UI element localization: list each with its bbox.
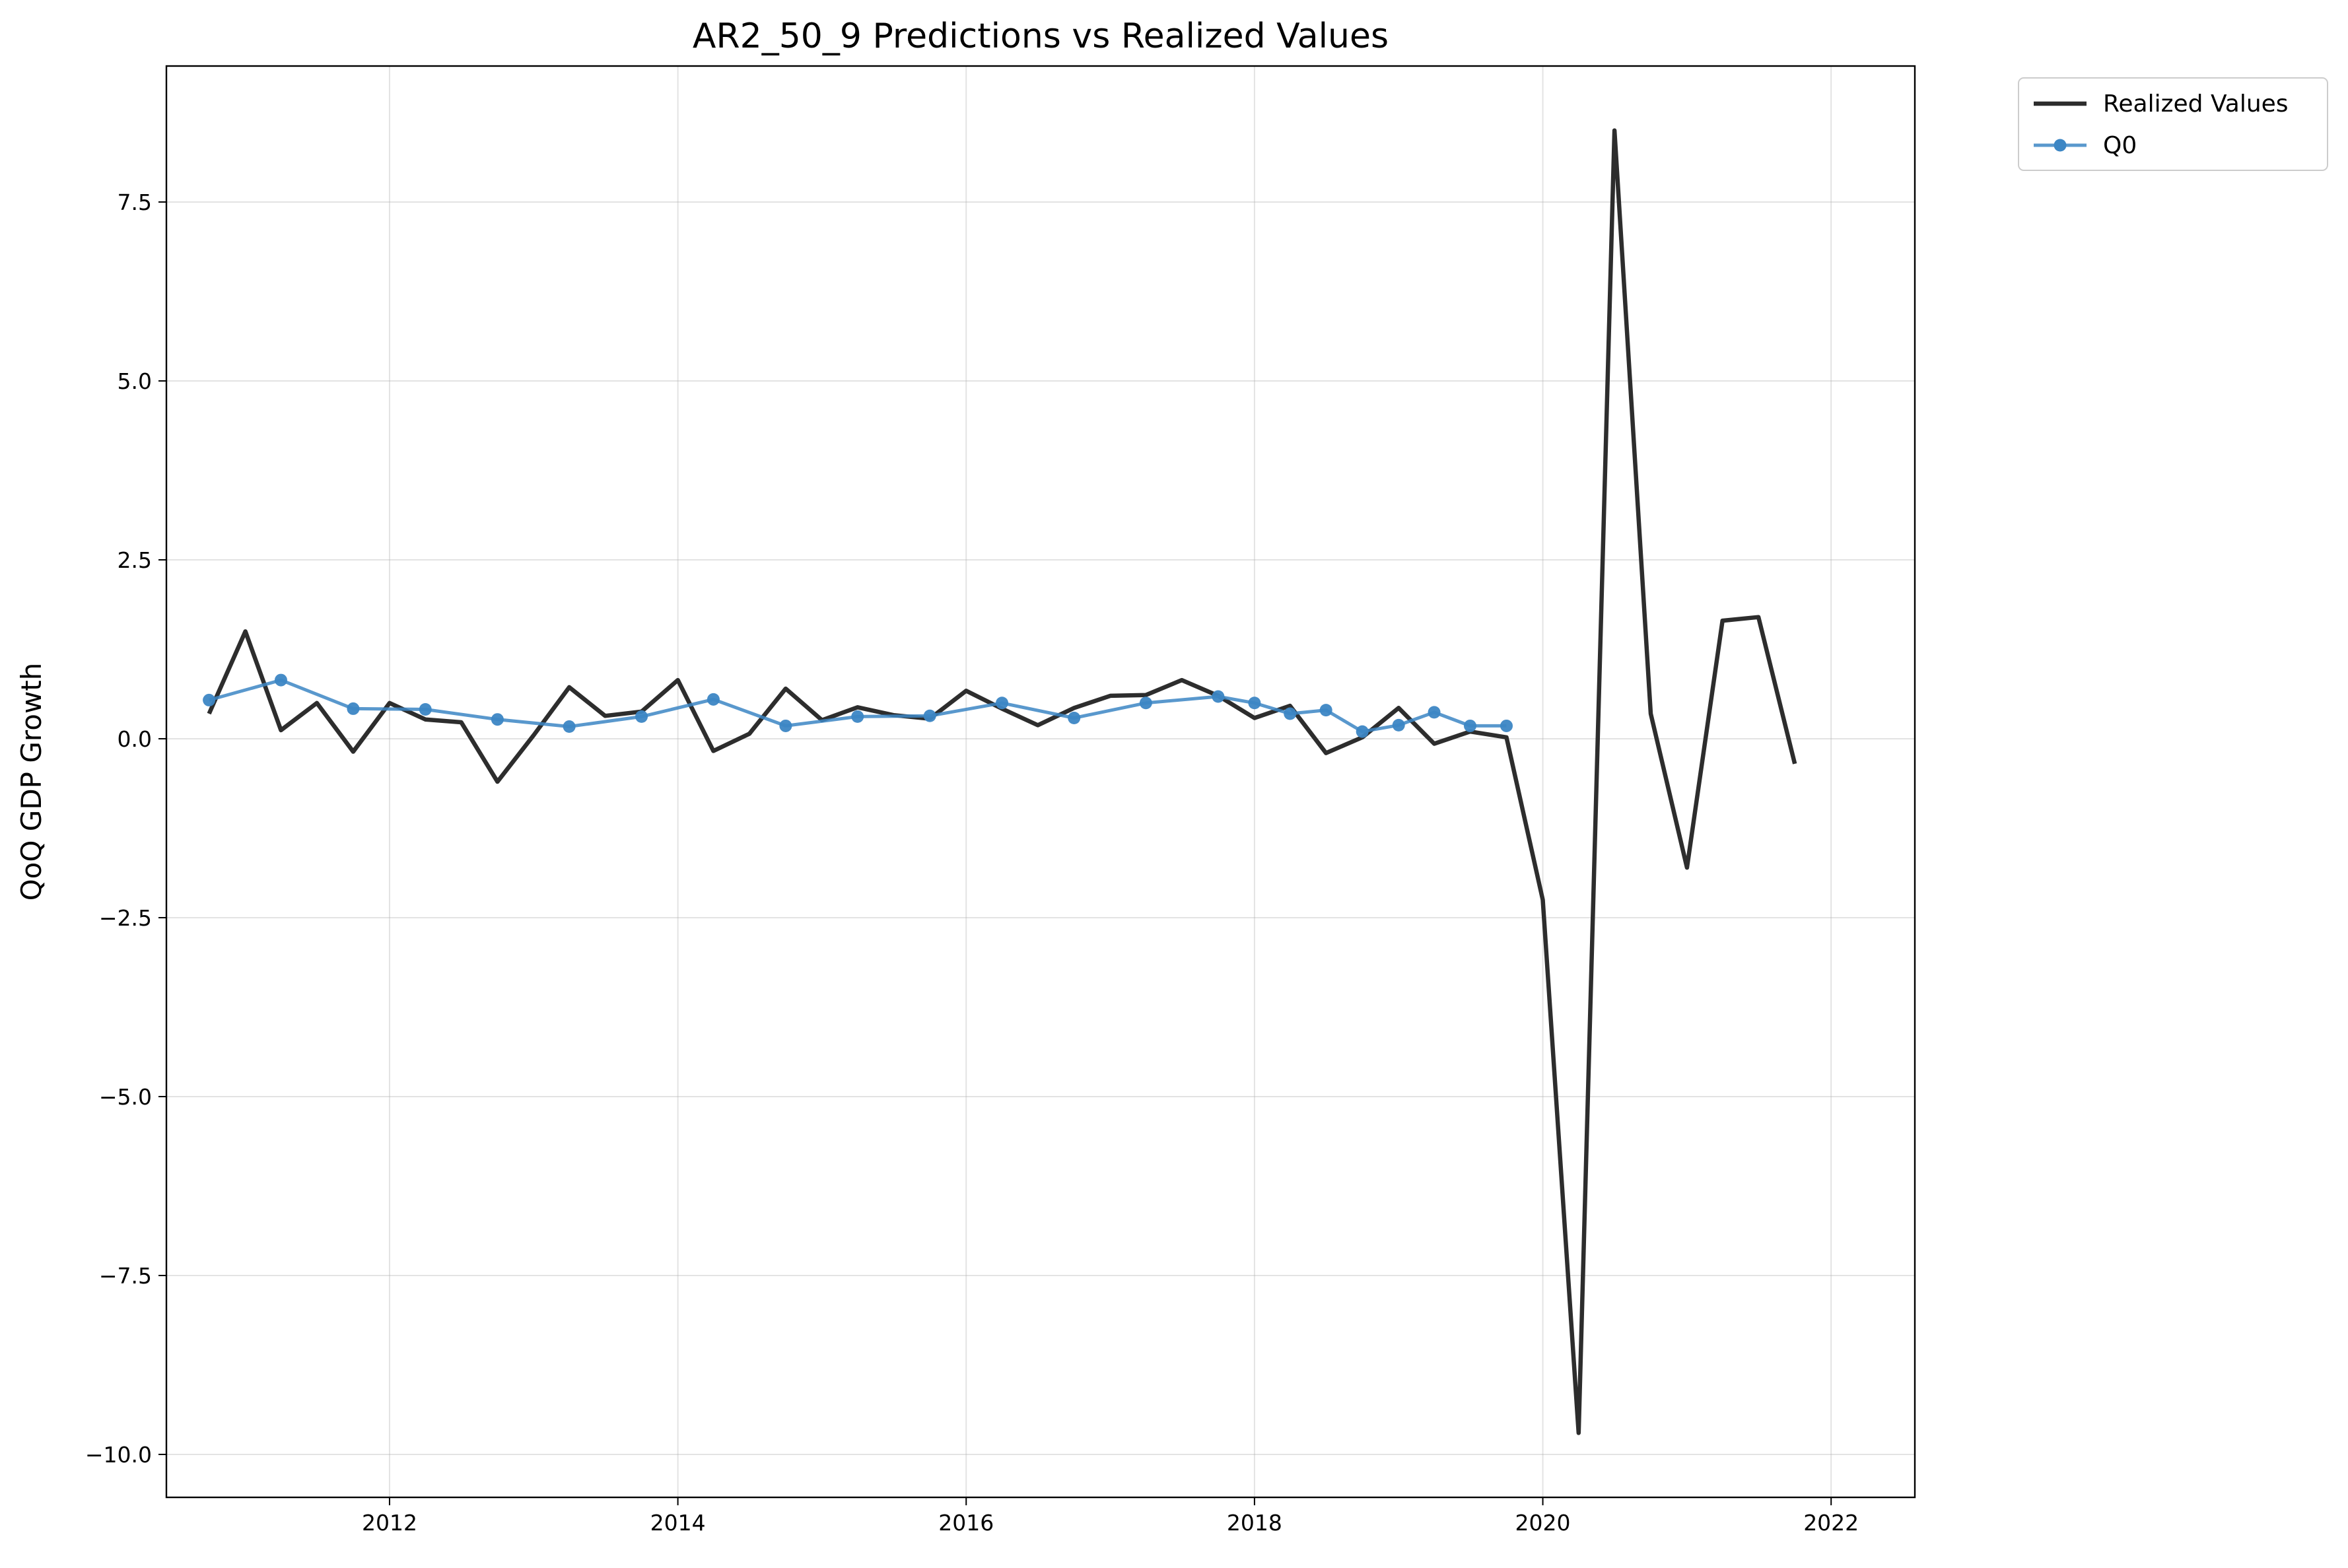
y-tick-label: 0.0: [118, 726, 152, 752]
legend-label: Q0: [2103, 132, 2137, 159]
series-point: [347, 702, 360, 715]
series-point: [1500, 719, 1513, 732]
x-tick-label: 2016: [938, 1510, 994, 1536]
series-layer: [203, 128, 1797, 1435]
series-point: [1463, 719, 1476, 732]
series-point: [1068, 712, 1081, 725]
y-tick-label: 5.0: [118, 368, 152, 394]
series-point: [274, 673, 287, 687]
ticks: 2012 2014 2016 2018 2020 2022 −10.0 −7.5 −5.0 −2.…: [85, 189, 1859, 1536]
x-tick-label: 2020: [1515, 1510, 1571, 1536]
x-tick-label: 2018: [1227, 1510, 1282, 1536]
y-tick-label: −10.0: [85, 1442, 152, 1468]
plot-frame: [165, 65, 1916, 1499]
series-point: [419, 703, 432, 716]
x-tick-label: 2014: [650, 1510, 706, 1536]
y-tick-label: 2.5: [118, 547, 152, 573]
series-point: [851, 710, 864, 723]
series-point: [1139, 697, 1152, 710]
y-axis-label: QoQ GDP Growth: [15, 663, 48, 901]
y-tick-label: −5.0: [99, 1084, 152, 1110]
series-point: [1356, 725, 1369, 738]
series-point: [491, 713, 504, 726]
series-point: [1428, 706, 1441, 719]
series-point: [923, 709, 936, 722]
series-point: [779, 719, 792, 732]
legend-label: Realized Values: [2103, 90, 2289, 118]
series-point: [203, 693, 216, 706]
legend-box: [2018, 77, 2328, 171]
x-tick-label: 2022: [1803, 1510, 1859, 1536]
series-point: [1319, 704, 1332, 717]
series-point: [635, 710, 648, 723]
series-point: [1392, 718, 1405, 732]
series-point: [563, 720, 576, 733]
series-point: [707, 693, 720, 706]
grid: [166, 66, 1915, 1497]
y-tick-label: −2.5: [99, 905, 152, 931]
series-point: [996, 697, 1009, 710]
legend-marker: [2054, 139, 2067, 152]
x-tick-label: 2012: [362, 1510, 417, 1536]
chart-title: AR2_50_9 Predictions vs Realized Values: [693, 17, 1389, 56]
y-tick-label: −7.5: [99, 1263, 152, 1289]
series-point: [1284, 707, 1297, 720]
legend: Realized Values Q0: [2018, 77, 2328, 171]
series-point: [1248, 697, 1261, 710]
series-point: [1212, 690, 1225, 703]
y-tick-label: 7.5: [118, 189, 152, 215]
